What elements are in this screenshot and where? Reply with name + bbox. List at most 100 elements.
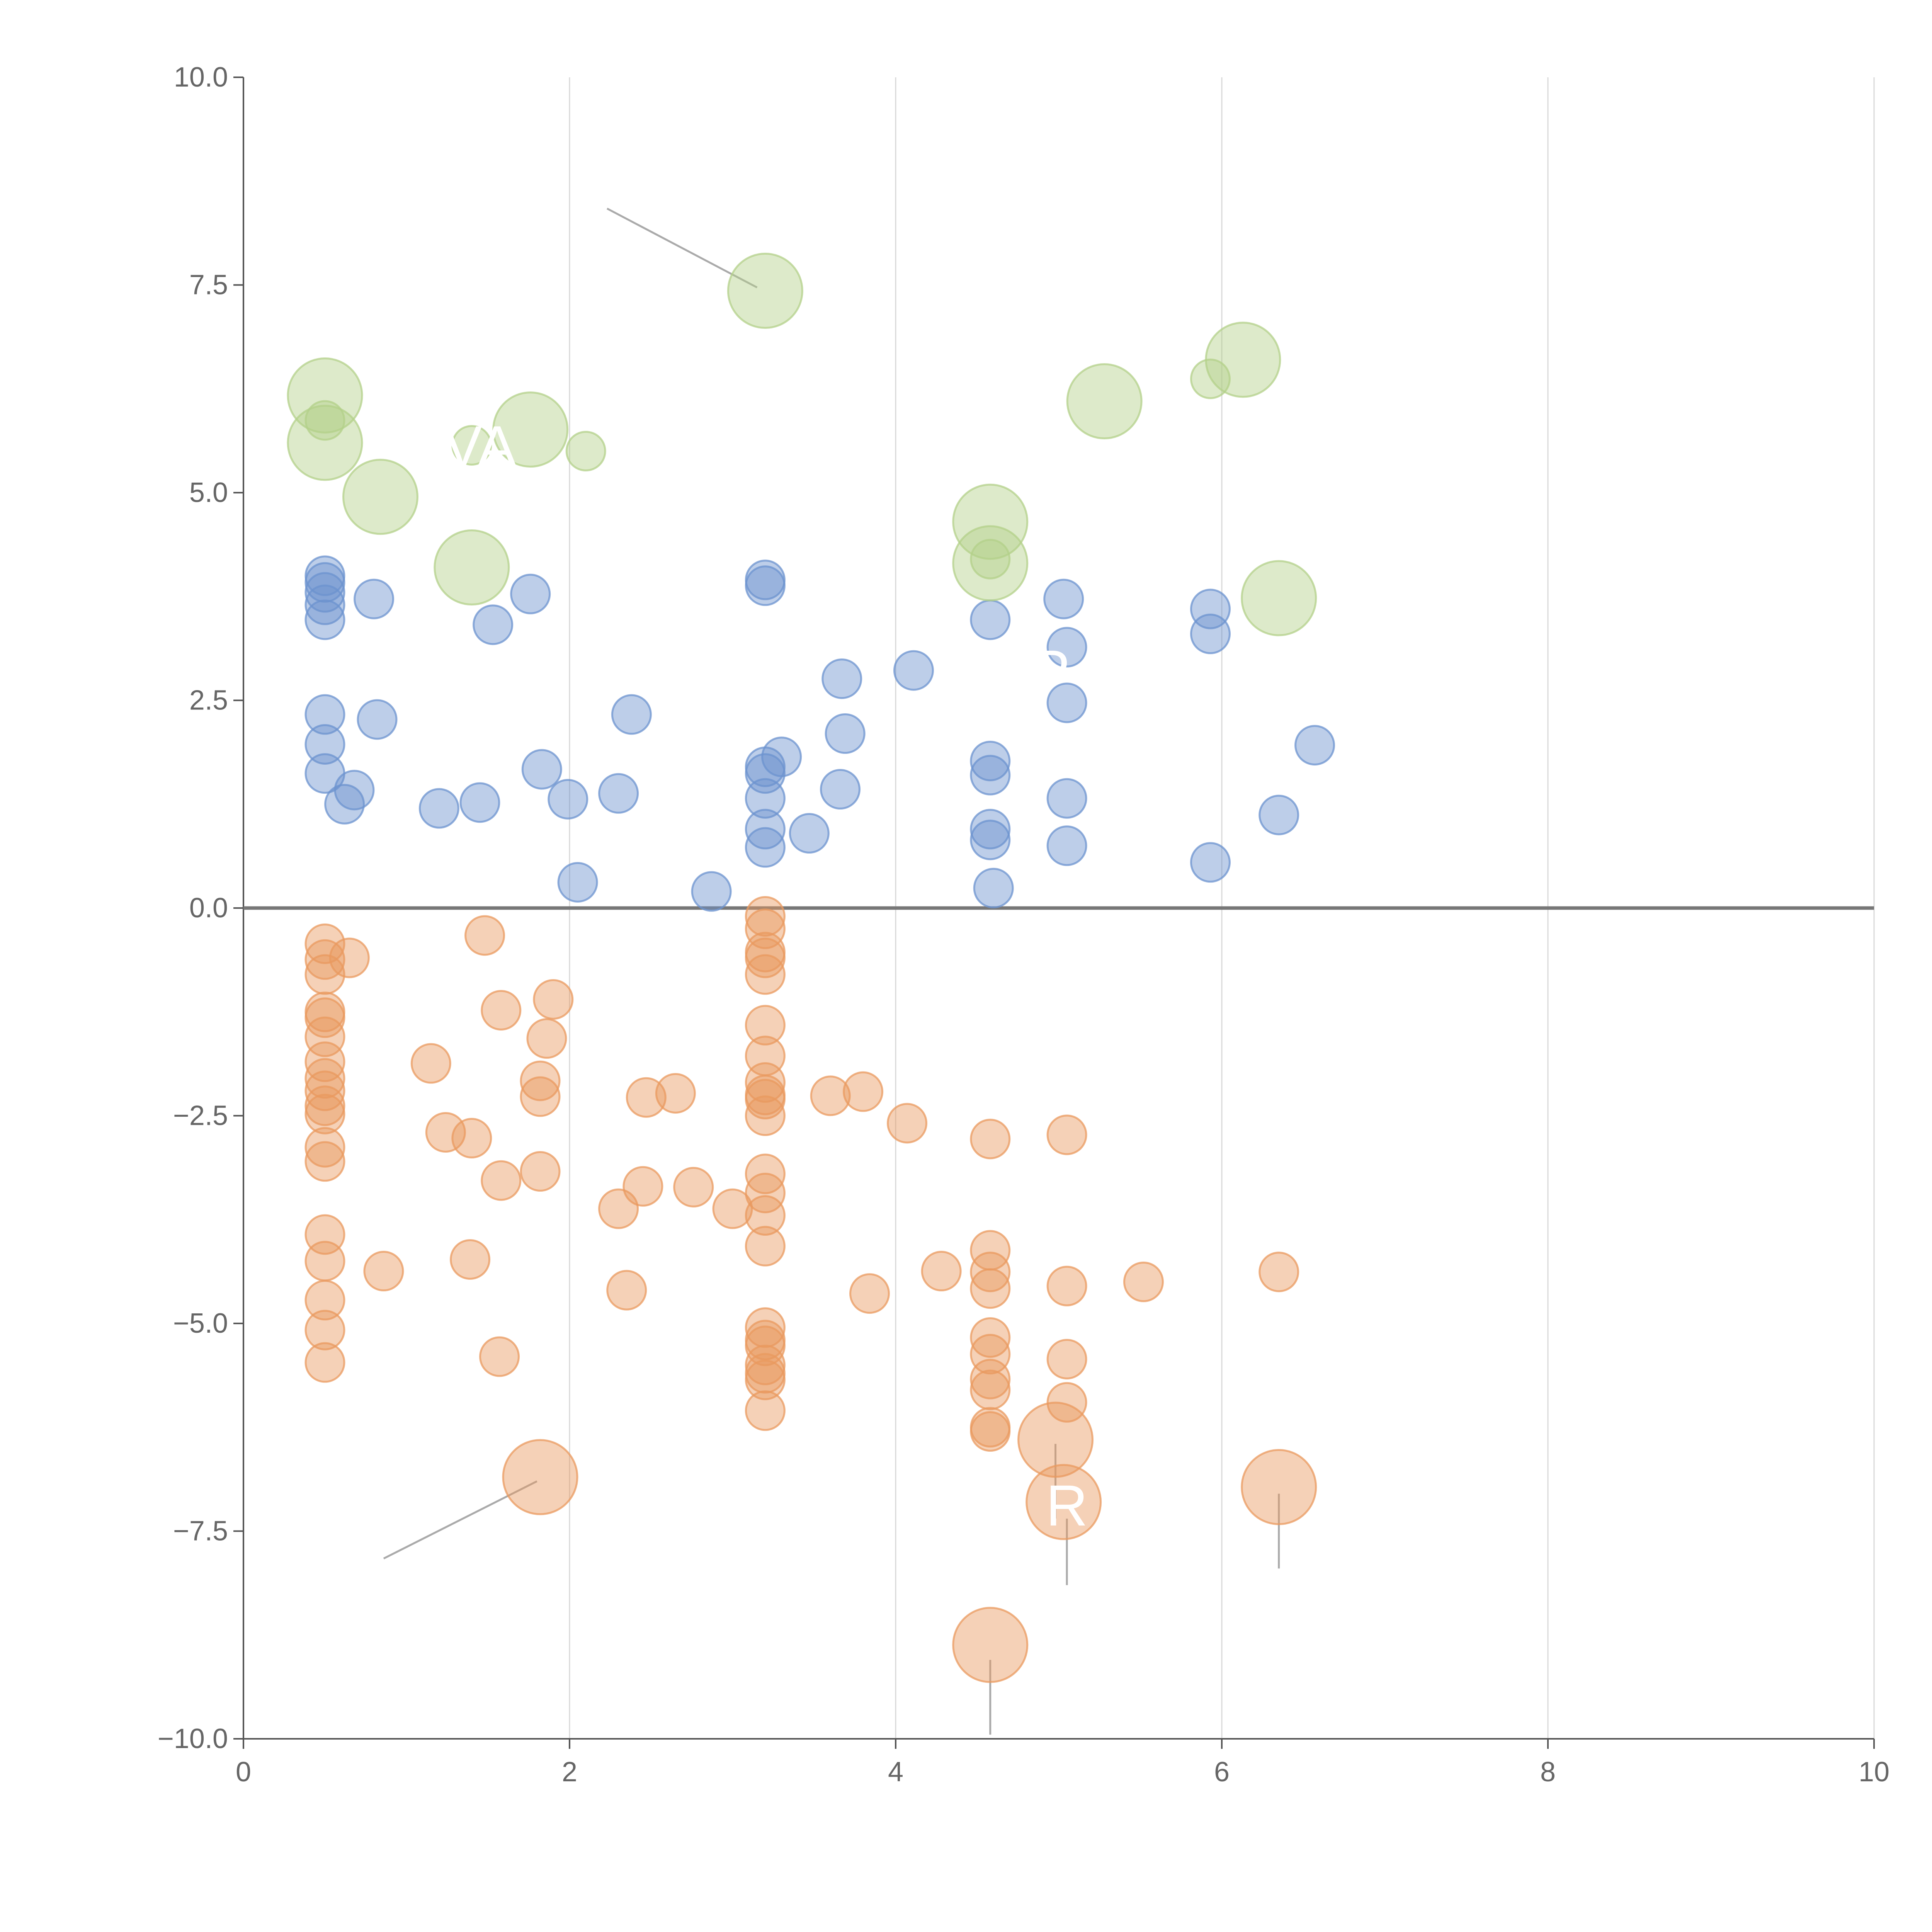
negative-point xyxy=(304,954,345,995)
negative-point xyxy=(1046,1382,1087,1423)
negative-point xyxy=(464,915,505,956)
negative-point xyxy=(745,954,786,995)
positive-point xyxy=(745,827,786,868)
annotation-leader-line xyxy=(1107,372,1125,394)
negative-point xyxy=(1046,1338,1087,1379)
highlight-positive-point xyxy=(1066,363,1143,439)
x-tick-label: 2 xyxy=(562,1757,577,1787)
positive-point xyxy=(304,599,345,640)
negative-point xyxy=(450,1239,491,1280)
negative-point xyxy=(304,1280,345,1321)
y-tick-label: 7.5 xyxy=(189,270,228,301)
negative-point xyxy=(520,1076,561,1117)
positive-point xyxy=(304,584,345,625)
annotation-label: P xyxy=(1031,638,1070,703)
highlight-positive-point xyxy=(565,431,606,471)
leader-layer xyxy=(324,207,1288,1735)
positive-point xyxy=(970,820,1011,861)
y-tick-label: −10.0 xyxy=(158,1723,228,1754)
negative-point xyxy=(712,1188,753,1229)
positive-point xyxy=(473,604,514,645)
x-tick-label: 10 xyxy=(1859,1757,1889,1787)
highlight-negative-point xyxy=(502,1439,578,1515)
negative-point xyxy=(304,1041,345,1082)
negative-point xyxy=(745,908,786,949)
highlight-positive-point xyxy=(434,529,510,605)
negative-point xyxy=(304,1310,345,1350)
annotation-leader-line xyxy=(328,440,399,448)
highlight-positive-point xyxy=(492,391,569,468)
x-tick-label: 0 xyxy=(236,1757,251,1787)
positive-point xyxy=(1294,725,1335,766)
positive-point xyxy=(820,769,861,810)
negative-point xyxy=(970,1119,1011,1160)
annotation-label: R xyxy=(1046,1473,1088,1538)
negative-point xyxy=(843,1071,884,1112)
negative-point xyxy=(451,1118,492,1159)
y-tick-label: −7.5 xyxy=(173,1516,228,1547)
highlight-positive-point xyxy=(1205,321,1281,398)
positive-point xyxy=(1190,588,1231,629)
negative-point xyxy=(1259,1252,1299,1293)
negative-point xyxy=(363,1251,404,1292)
axis-layer: −10.0 −7.5 −5.0 −2.5 0.0 2.5 5.0 7.5 10.0 0 2 4 6 8 10 xyxy=(158,62,1889,1787)
negative-point xyxy=(1046,1114,1087,1155)
negative-point xyxy=(745,1195,786,1236)
negative-point xyxy=(745,1359,786,1400)
x-tick-label: 4 xyxy=(888,1757,903,1787)
positive-point xyxy=(611,694,652,735)
positive-point xyxy=(304,562,345,603)
negative-point xyxy=(606,1270,647,1311)
positive-point xyxy=(691,871,732,912)
positive-point xyxy=(557,862,598,903)
highlight-positive-point xyxy=(342,459,418,535)
negative-point xyxy=(970,1359,1011,1400)
highlight-negative-point xyxy=(1017,1401,1094,1478)
point-layer xyxy=(287,253,1335,1683)
negative-point xyxy=(887,1103,928,1144)
x-tick-label: 8 xyxy=(1540,1757,1556,1787)
negative-point xyxy=(304,923,345,964)
positive-point xyxy=(745,753,786,794)
positive-point xyxy=(761,736,802,777)
positive-point xyxy=(789,813,830,854)
positive-point xyxy=(821,658,862,699)
negative-point xyxy=(304,1241,345,1282)
negative-point xyxy=(526,1018,567,1059)
positive-point xyxy=(510,573,551,614)
annotation-leader-line xyxy=(1279,567,1288,593)
negative-point xyxy=(745,896,786,937)
positive-point xyxy=(825,713,866,754)
negative-point xyxy=(745,1095,786,1136)
positive-point xyxy=(893,650,934,691)
positive-point xyxy=(745,565,786,606)
positive-point xyxy=(970,740,1011,781)
negative-point xyxy=(481,990,522,1031)
annotation-leader-line xyxy=(383,1480,537,1560)
negative-point xyxy=(745,1079,786,1119)
highlight-positive-point xyxy=(304,400,345,441)
negative-point xyxy=(1123,1262,1164,1302)
x-tick-label: 6 xyxy=(1214,1757,1230,1787)
annotation-leader-line xyxy=(1245,330,1272,356)
positive-point xyxy=(334,770,375,811)
highlight-negative-point xyxy=(952,1607,1029,1683)
negative-point xyxy=(810,1075,851,1116)
negative-point xyxy=(626,1077,667,1118)
positive-point xyxy=(970,599,1011,640)
negative-point xyxy=(970,1268,1011,1309)
positive-point xyxy=(973,867,1014,908)
negative-point xyxy=(304,1127,345,1168)
highlight-positive-point xyxy=(952,483,1029,560)
positive-point xyxy=(598,773,639,814)
positive-point xyxy=(1046,627,1087,668)
negative-point xyxy=(304,1070,345,1111)
annotation-leader-line xyxy=(373,497,381,531)
y-tick-label: 0.0 xyxy=(189,893,228,923)
positive-point xyxy=(1043,578,1084,619)
annotation-leader-line xyxy=(993,496,1010,517)
negative-point xyxy=(410,1043,451,1084)
negative-point xyxy=(1046,1265,1087,1306)
negative-point xyxy=(745,937,786,978)
annotation-label: VA xyxy=(443,414,516,479)
